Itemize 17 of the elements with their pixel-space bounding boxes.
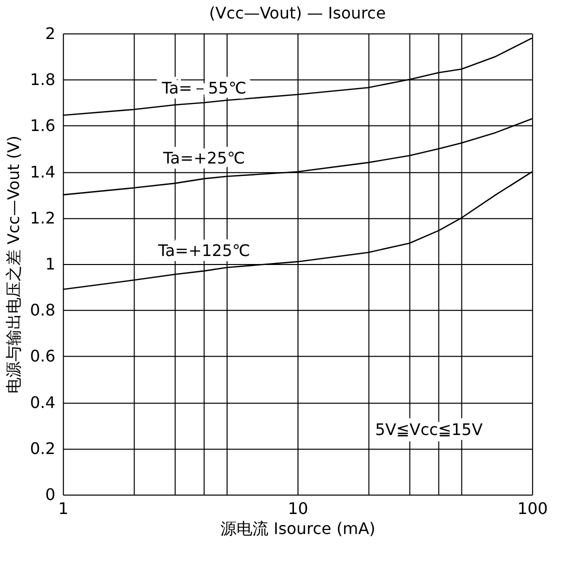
chart-title: (Vcc—Vout) — Isource: [209, 3, 386, 22]
x-axis-title: 源电流 Isource (mA): [220, 519, 376, 538]
y-tick-label: 1: [45, 254, 56, 274]
y-tick-label: 1.2: [30, 208, 56, 228]
y-tick-label: 1.4: [30, 162, 56, 182]
x-tick-label: 10: [288, 499, 308, 518]
y-tick-label: 0.4: [30, 392, 56, 412]
y-axis-title: 电源与输出电压之差 Vcc—Vout (V): [4, 136, 24, 394]
y-tick-label: 2: [45, 24, 56, 43]
y-tick-label: 0.8: [30, 300, 56, 320]
x-tick-label: 100: [517, 499, 548, 518]
y-tick-label: 1.6: [30, 116, 56, 136]
y-tick-label: 1.8: [30, 70, 56, 90]
y-tick-label: 0.2: [30, 438, 56, 458]
x-tick-label: 1: [58, 499, 68, 518]
y-tick-label: 0.6: [30, 346, 56, 366]
y-tick-label: 0: [45, 485, 56, 504]
